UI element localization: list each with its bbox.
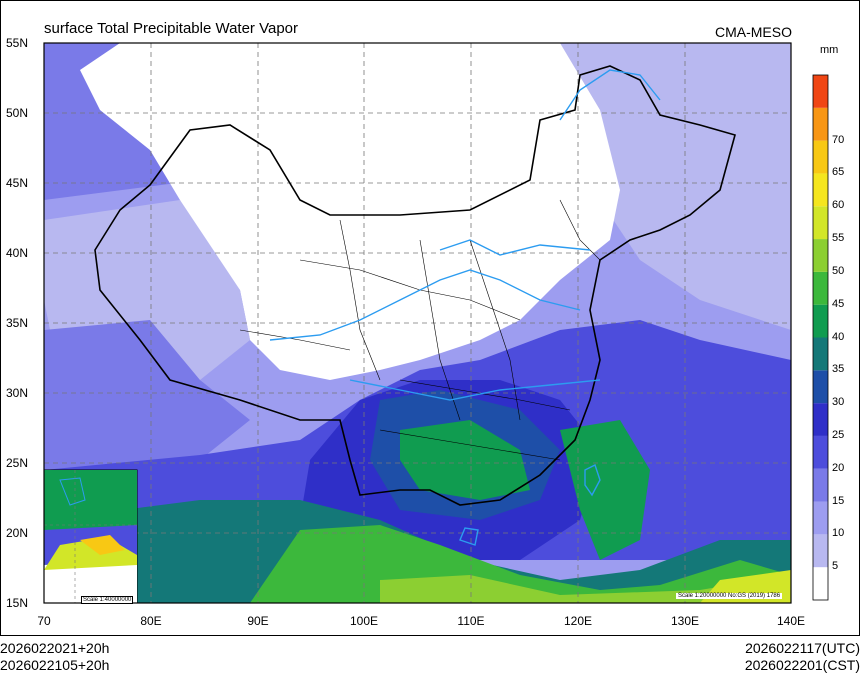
map-border: [43, 42, 792, 604]
colorbar-tick-label: 60: [832, 199, 845, 212]
colorbar-tick-label: 70: [832, 133, 845, 146]
colorbar-segment: [813, 435, 828, 469]
lon-label: 140E: [776, 614, 806, 628]
colorbar-segment: [813, 337, 828, 371]
lon-label: 100E: [349, 614, 379, 628]
colorbar-tick-label: 15: [832, 494, 845, 507]
init-cst: 2026022105+20h: [0, 657, 110, 673]
colorbar-segment: [813, 206, 828, 240]
valid-utc: 2026022117(UTC): [745, 640, 860, 656]
colorbar-tick-label: 50: [832, 264, 845, 277]
colorbar-tick-label: 25: [832, 428, 845, 441]
valid-cst: 2026022201(CST): [744, 657, 860, 673]
scale-note: Scale 1:20000000 No:GS (2019) 1786: [676, 593, 783, 599]
colorbar: [812, 74, 829, 601]
colorbar-tick-label: 10: [832, 527, 845, 540]
colorbar-tick-label: 30: [832, 396, 845, 409]
colorbar-tick-label: 5: [832, 560, 839, 573]
graticule: [44, 43, 791, 603]
colorbar-segment: [813, 271, 828, 305]
lat-label: 55N: [6, 36, 29, 50]
colorbar-segment: [813, 239, 828, 272]
lat-label: 30N: [6, 386, 29, 400]
lat-label: 25N: [6, 456, 29, 470]
colorbar-tick-label: 35: [832, 363, 845, 376]
lon-label: 120E: [563, 614, 593, 628]
lat-label: 35N: [6, 316, 29, 330]
lat-label: 50N: [6, 106, 29, 120]
lon-label: 70: [37, 614, 51, 628]
colorbar-segment: [813, 107, 828, 141]
south-china-sea-inset: [43, 469, 138, 604]
colorbar-segment: [813, 370, 828, 404]
colorbar-unit: mm: [820, 44, 839, 56]
lat-label: 40N: [6, 246, 29, 260]
colorbar-segment: [813, 403, 828, 436]
colorbar-tick-label: 40: [832, 330, 845, 343]
lon-label: 80E: [140, 614, 162, 628]
colorbar-segment: [813, 75, 828, 108]
colorbar-segment: [813, 173, 828, 207]
footer-init: 2026022021+20h 2026022105+20h: [0, 640, 109, 674]
footer-valid: 2026022117(UTC) 2026022201(CST): [745, 640, 860, 674]
inset-scale-note: Scale 1:40000000: [81, 596, 134, 604]
colorbar-segment: [813, 304, 828, 338]
colorbar-segment: [813, 468, 828, 502]
chart-title: surface Total Precipitable Water Vapor: [44, 20, 299, 37]
lat-label: 45N: [6, 176, 29, 190]
lon-label: 90E: [247, 614, 269, 628]
lon-label: 110E: [457, 614, 485, 628]
colorbar-tick-label: 55: [832, 232, 845, 245]
colorbar-tick-label: 65: [832, 166, 845, 179]
colorbar-outline: [812, 74, 829, 601]
colorbar-segment: [813, 534, 828, 568]
lat-label: 15N: [6, 596, 29, 610]
colorbar-segment: [813, 501, 828, 535]
colorbar-segment: [813, 567, 828, 600]
colorbar-segment: [813, 140, 828, 174]
rivers: [269, 69, 661, 546]
colorbar-tick-label: 20: [832, 461, 845, 474]
colorbar-tick-label: 45: [832, 297, 845, 310]
china-border: [94, 65, 736, 506]
lon-label: 130E: [670, 614, 700, 628]
province-borders: [239, 199, 601, 461]
producer-label: CMA-MESO: [715, 24, 792, 40]
lat-label: 20N: [6, 526, 29, 540]
init-utc: 2026022021+20h: [0, 640, 110, 656]
tpwv-field: [44, 43, 791, 603]
